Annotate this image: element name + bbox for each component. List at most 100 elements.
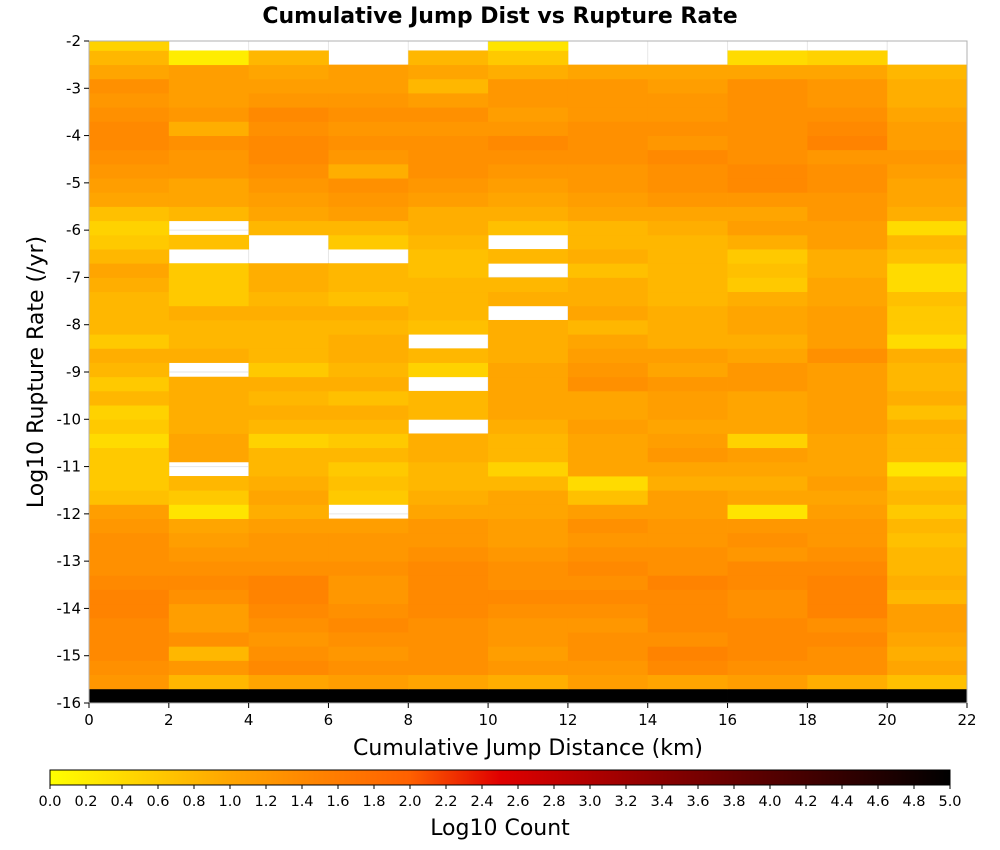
heatmap-cell xyxy=(89,220,170,236)
heatmap-cell xyxy=(488,135,569,151)
colorbar-tick-label: 3.4 xyxy=(650,794,673,810)
heatmap-cell xyxy=(567,546,649,562)
heatmap-cell xyxy=(807,632,888,647)
heatmap-cell xyxy=(807,504,888,519)
heatmap-cell xyxy=(89,504,170,519)
heatmap-cell xyxy=(567,603,649,619)
heatmap-cell xyxy=(567,490,649,505)
heatmap-cell xyxy=(647,362,728,378)
heatmap-cell xyxy=(168,603,250,619)
heatmap-cell xyxy=(168,291,250,307)
heatmap-cell xyxy=(567,263,649,278)
heatmap-cell xyxy=(488,319,569,335)
heatmap-cell xyxy=(408,518,489,534)
heatmap-cell xyxy=(727,476,808,491)
heatmap-cell xyxy=(168,376,250,392)
heatmap-cell xyxy=(887,362,968,378)
heatmap-cell xyxy=(887,688,968,704)
heatmap-cell xyxy=(887,390,968,406)
heatmap-cell xyxy=(567,163,649,179)
heatmap-cell xyxy=(647,646,728,661)
heatmap-cells xyxy=(89,41,968,704)
heatmap-cell xyxy=(887,107,968,122)
heatmap-cell xyxy=(807,660,888,676)
colorbar-tick-label: 4.6 xyxy=(866,794,889,810)
heatmap-cell xyxy=(567,561,649,576)
heatmap-cell xyxy=(807,447,888,463)
heatmap-cell xyxy=(248,461,329,477)
heatmap-cell xyxy=(488,163,569,179)
heatmap-cell xyxy=(647,461,728,477)
heatmap-cell xyxy=(567,121,649,136)
heatmap-cell xyxy=(168,390,250,406)
heatmap-cell xyxy=(807,263,888,278)
heatmap-cell xyxy=(328,490,409,505)
heatmap-cell xyxy=(328,532,409,548)
heatmap-cell xyxy=(567,334,649,349)
heatmap-cell xyxy=(168,121,250,136)
x-tick-label: 4 xyxy=(244,711,254,729)
heatmap-cell xyxy=(727,461,808,477)
y-tick-label: -11 xyxy=(57,458,82,476)
colorbar-tick-label: 2.2 xyxy=(434,794,457,810)
heatmap-cell xyxy=(727,121,808,136)
heatmap-cell xyxy=(89,405,170,420)
heatmap-cell xyxy=(328,518,409,534)
heatmap-cell xyxy=(567,362,649,378)
heatmap-cell xyxy=(567,518,649,534)
heatmap-cell xyxy=(807,476,888,491)
heatmap-cell xyxy=(89,376,170,392)
heatmap-cell xyxy=(168,50,250,66)
y-tick-label: -9 xyxy=(66,363,81,381)
heatmap-cell xyxy=(168,646,250,661)
heatmap-cell xyxy=(408,64,489,80)
heatmap-cell xyxy=(328,405,409,420)
heatmap-cell xyxy=(328,603,409,619)
heatmap-cell xyxy=(727,546,808,562)
heatmap-cell xyxy=(807,646,888,661)
heatmap-cell xyxy=(647,561,728,576)
heatmap-cell xyxy=(807,50,888,66)
colorbar-tick-label: 0.6 xyxy=(146,794,169,810)
heatmap-cell xyxy=(887,490,968,505)
heatmap-cell xyxy=(328,334,409,349)
heatmap-cell xyxy=(248,305,329,321)
heatmap-cell xyxy=(408,632,489,647)
x-tick-label: 10 xyxy=(479,711,498,729)
heatmap-cell xyxy=(647,277,728,293)
heatmap-cell xyxy=(807,178,888,193)
heatmap-cell xyxy=(647,107,728,122)
colorbar-tick-label: 2.4 xyxy=(470,794,493,810)
heatmap-cell xyxy=(567,107,649,122)
heatmap-cell xyxy=(887,646,968,661)
heatmap-cell xyxy=(887,376,968,392)
colorbar-tick-label: 2.8 xyxy=(542,794,565,810)
y-tick-label: -14 xyxy=(57,599,82,617)
heatmap-cell xyxy=(887,546,968,562)
colorbar-tick-label: 2.6 xyxy=(506,794,529,810)
heatmap-cell xyxy=(168,319,250,335)
heatmap-cell xyxy=(408,234,489,250)
heatmap-cell xyxy=(168,575,250,590)
heatmap-cell xyxy=(567,348,649,363)
heatmap-cell xyxy=(328,447,409,463)
heatmap-cell xyxy=(408,688,489,704)
heatmap-cell xyxy=(408,107,489,122)
heatmap-cell xyxy=(567,575,649,590)
heatmap-cell xyxy=(647,518,728,534)
heatmap-cell xyxy=(328,291,409,307)
heatmap-cell xyxy=(727,178,808,193)
heatmap-cell xyxy=(89,121,170,136)
heatmap-cell xyxy=(328,546,409,562)
heatmap-cell xyxy=(328,561,409,576)
heatmap-cell xyxy=(647,149,728,165)
heatmap-cell xyxy=(408,490,489,505)
heatmap-cell xyxy=(647,305,728,321)
heatmap-cell xyxy=(647,163,728,179)
heatmap-cell xyxy=(887,334,968,349)
heatmap-cell xyxy=(408,461,489,477)
y-tick-label: -8 xyxy=(66,316,81,334)
colorbar-tick-label: 0.0 xyxy=(38,794,61,810)
heatmap-cell xyxy=(168,589,250,605)
heatmap-cell xyxy=(807,561,888,576)
